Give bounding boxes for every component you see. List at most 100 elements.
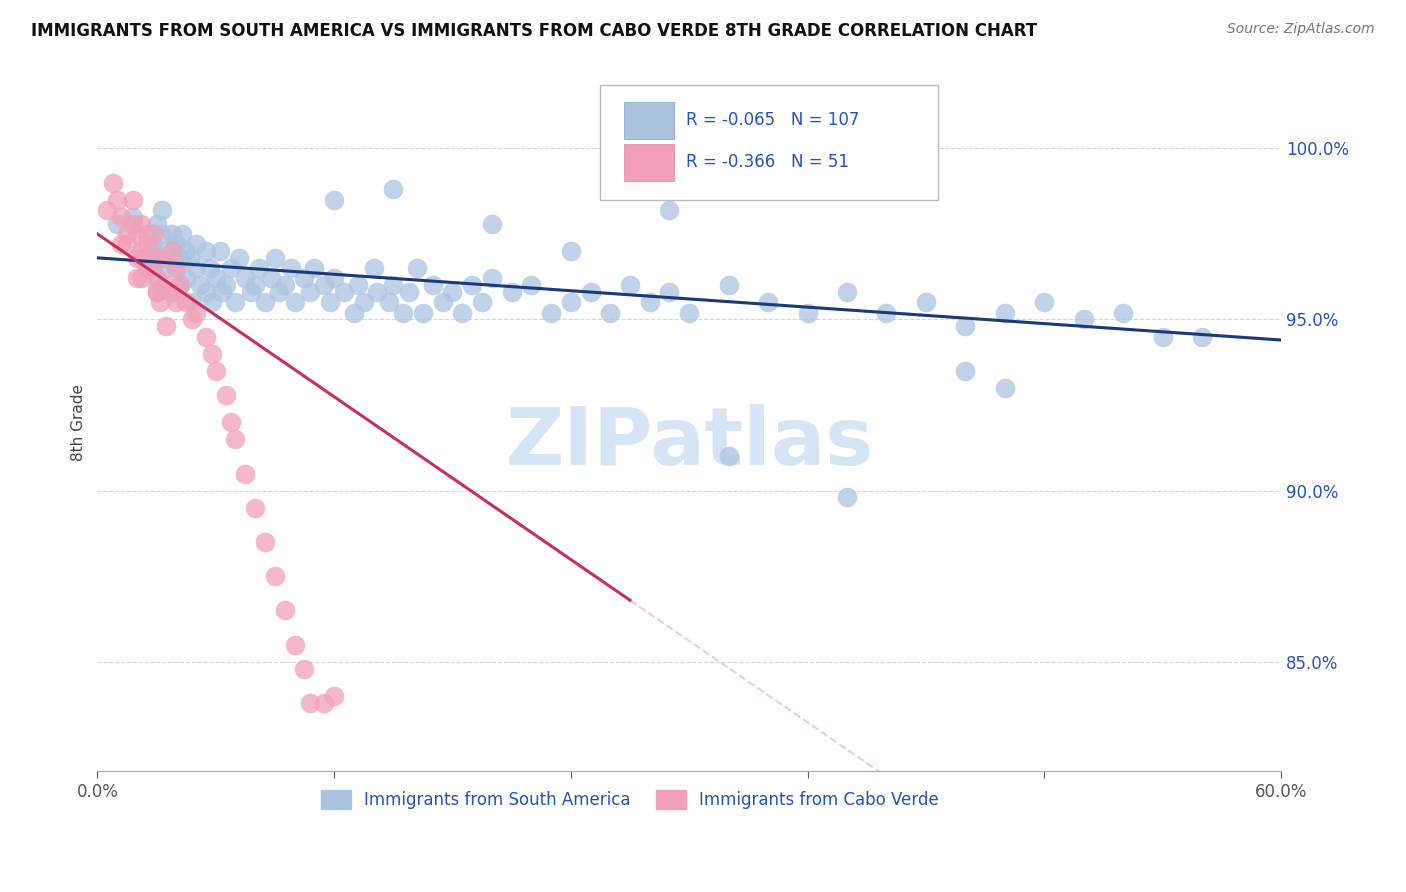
Point <box>441 285 464 299</box>
Point <box>110 210 132 224</box>
Point <box>299 285 322 299</box>
Point <box>253 295 276 310</box>
FancyBboxPatch shape <box>600 85 938 200</box>
Point <box>115 237 138 252</box>
Point <box>284 638 307 652</box>
Point <box>142 251 165 265</box>
Point <box>145 271 167 285</box>
Point <box>233 467 256 481</box>
Point <box>294 662 316 676</box>
Point <box>115 227 138 241</box>
Point <box>211 285 233 299</box>
Point <box>835 491 858 505</box>
Point <box>432 295 454 310</box>
Text: IMMIGRANTS FROM SOUTH AMERICA VS IMMIGRANTS FROM CABO VERDE 8TH GRADE CORRELATIO: IMMIGRANTS FROM SOUTH AMERICA VS IMMIGRA… <box>31 22 1038 40</box>
Point <box>299 696 322 710</box>
Point <box>149 251 172 265</box>
Point <box>149 251 172 265</box>
Point <box>165 261 187 276</box>
Point <box>1073 312 1095 326</box>
Point <box>194 244 217 258</box>
Point <box>228 251 250 265</box>
Text: R = -0.065   N = 107: R = -0.065 N = 107 <box>686 112 859 129</box>
Point <box>412 305 434 319</box>
Point <box>284 295 307 310</box>
Point <box>174 295 197 310</box>
Point <box>135 237 157 252</box>
Point <box>142 244 165 258</box>
Point <box>323 193 346 207</box>
FancyBboxPatch shape <box>624 103 673 138</box>
Point <box>145 285 167 299</box>
Point <box>540 305 562 319</box>
Point <box>169 278 191 293</box>
Point <box>378 295 401 310</box>
Point <box>233 271 256 285</box>
Point <box>201 347 224 361</box>
Point <box>145 217 167 231</box>
Text: R = -0.366   N = 51: R = -0.366 N = 51 <box>686 153 849 171</box>
Point <box>247 261 270 276</box>
Point <box>184 237 207 252</box>
Point <box>181 295 204 310</box>
Point <box>264 569 287 583</box>
Point <box>274 278 297 293</box>
Point <box>155 319 177 334</box>
Point <box>121 210 143 224</box>
Point <box>172 227 194 241</box>
Point <box>461 278 484 293</box>
Point <box>717 450 740 464</box>
Point <box>194 329 217 343</box>
Point <box>174 244 197 258</box>
Point <box>142 237 165 252</box>
Point <box>121 193 143 207</box>
Point <box>135 261 157 276</box>
Point <box>243 278 266 293</box>
Point <box>96 202 118 217</box>
Point <box>221 261 243 276</box>
Point <box>214 278 236 293</box>
Point <box>756 295 779 310</box>
Point <box>162 285 184 299</box>
Point <box>560 244 582 258</box>
Point <box>240 285 263 299</box>
Point <box>152 227 174 241</box>
Point <box>353 295 375 310</box>
Y-axis label: 8th Grade: 8th Grade <box>72 384 86 460</box>
Point <box>110 237 132 252</box>
Point <box>363 261 385 276</box>
Point <box>155 244 177 258</box>
Point <box>129 271 152 285</box>
Point <box>994 381 1017 395</box>
Point <box>579 285 602 299</box>
Point <box>955 364 977 378</box>
Point <box>638 295 661 310</box>
Point <box>398 285 420 299</box>
Point <box>201 295 224 310</box>
Point <box>422 278 444 293</box>
Point <box>294 271 316 285</box>
Point <box>835 285 858 299</box>
Point <box>481 271 503 285</box>
Text: ZIPatlas: ZIPatlas <box>505 404 873 483</box>
Point <box>1191 329 1213 343</box>
Point <box>392 305 415 319</box>
Point <box>149 295 172 310</box>
Point <box>125 227 148 241</box>
Point <box>915 295 938 310</box>
Point <box>204 364 226 378</box>
Point <box>280 261 302 276</box>
Point <box>135 227 157 241</box>
Point <box>145 285 167 299</box>
Point <box>264 251 287 265</box>
Point <box>165 295 187 310</box>
Point <box>406 261 429 276</box>
Point <box>162 285 184 299</box>
Point <box>717 278 740 293</box>
Point <box>501 285 523 299</box>
Point <box>105 193 128 207</box>
Point <box>162 227 184 241</box>
Point <box>214 388 236 402</box>
Point <box>155 261 177 276</box>
Point <box>451 305 474 319</box>
